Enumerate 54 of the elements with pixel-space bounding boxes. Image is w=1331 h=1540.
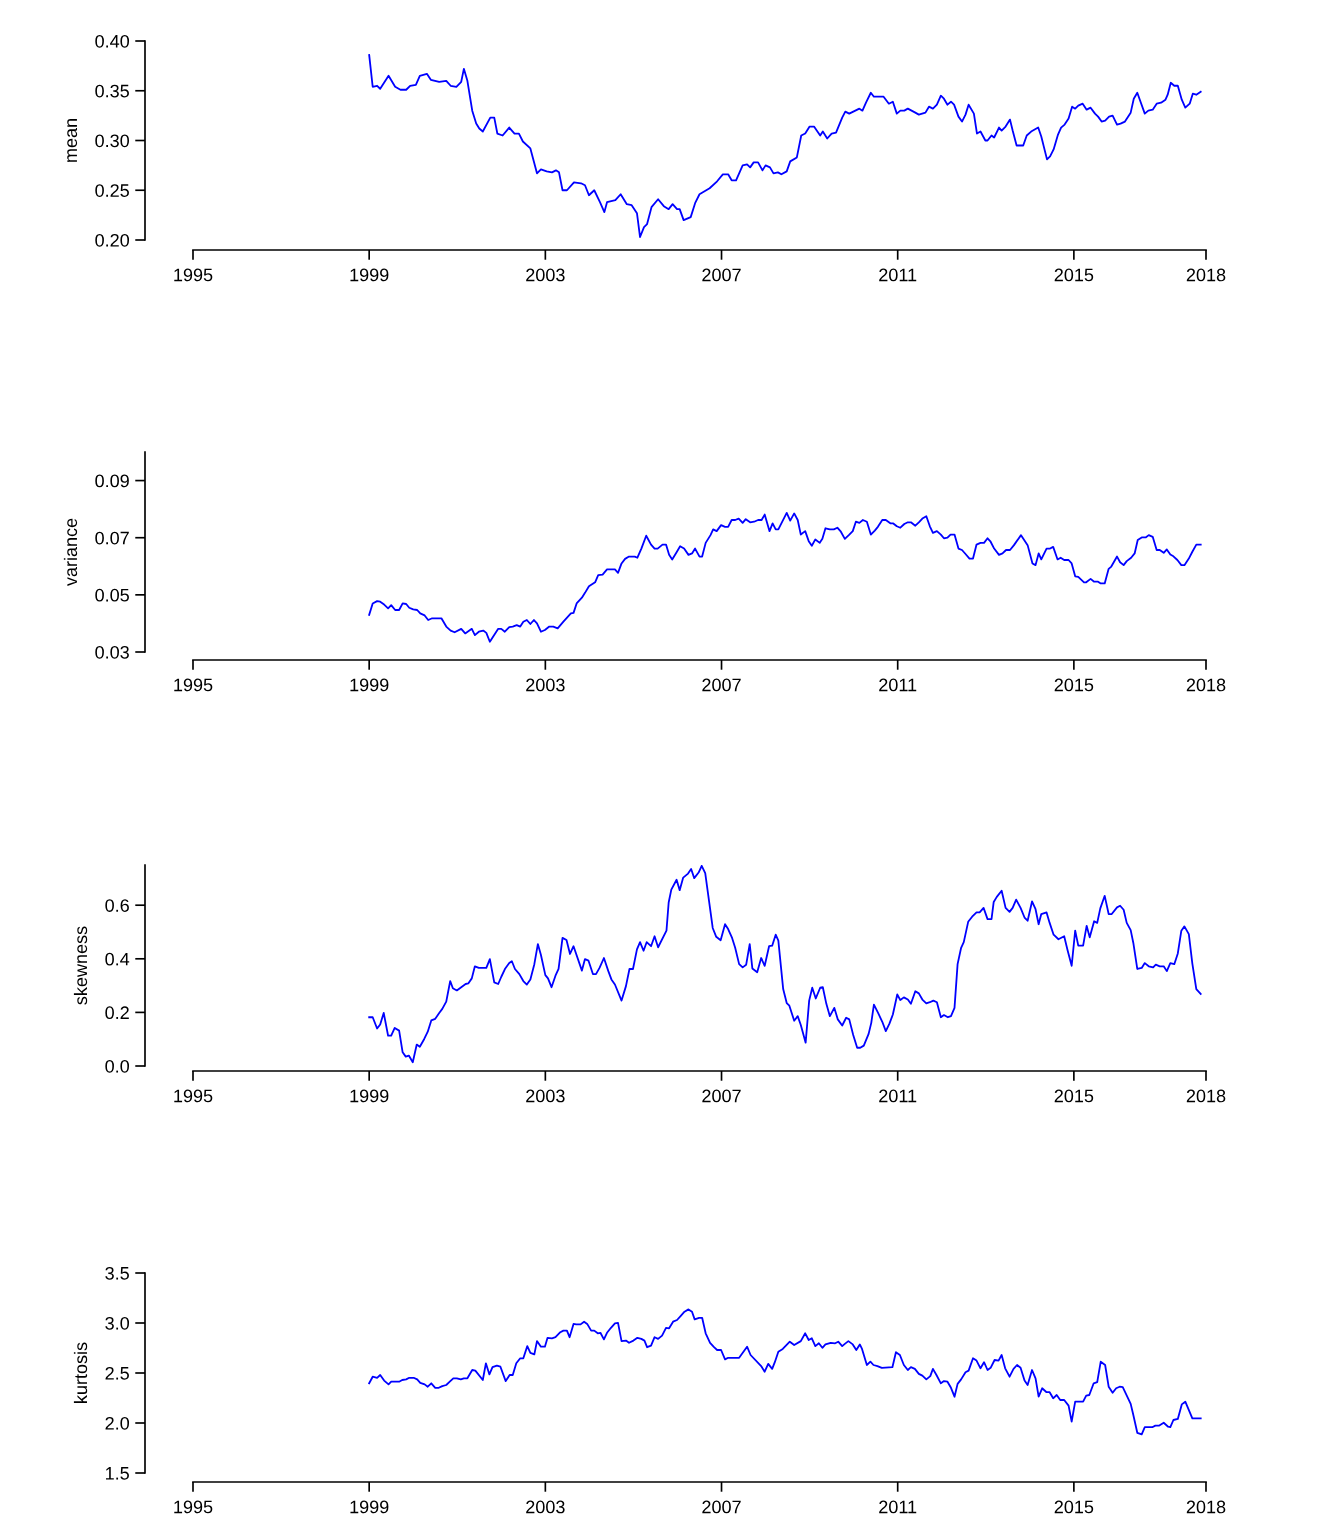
- y-tick-label: 0.30: [95, 134, 130, 148]
- x-tick-label: 1995: [174, 1089, 213, 1103]
- y-tick-label: 3.5: [105, 1266, 129, 1280]
- x-tick-label: 2018: [1186, 678, 1226, 692]
- x-tick-label: 2015: [1054, 1500, 1094, 1514]
- y-axis-title: variance: [63, 518, 78, 587]
- line-series: [368, 511, 1202, 643]
- line-series: [368, 54, 1202, 238]
- line-series: [368, 865, 1202, 1064]
- y-tick-label: 0.05: [95, 588, 129, 602]
- y-tick-label: 0.25: [95, 184, 129, 197]
- x-tick-label: 2011: [879, 268, 917, 282]
- y-tick-label: 0.2: [105, 1006, 129, 1020]
- y-axis-title: mean: [67, 119, 78, 162]
- x-tick-label: 2018: [1186, 1089, 1226, 1103]
- x-tick-label: 2018: [1186, 1500, 1226, 1514]
- x-tick-label: 2003: [526, 268, 565, 282]
- x-tick-label: 2003: [526, 1089, 565, 1103]
- y-tick-label: 0.6: [105, 899, 129, 912]
- x-tick-label: 1999: [350, 1089, 389, 1103]
- y-tick-label: 0.09: [95, 474, 129, 488]
- y-axis-title: kurtosis: [73, 1342, 88, 1403]
- x-tick-label: 2011: [879, 1089, 917, 1103]
- x-tick-label: 2007: [702, 678, 741, 692]
- y-tick-label: 1.5: [106, 1467, 129, 1480]
- x-tick-label: 1995: [174, 678, 213, 692]
- x-tick-label: 1999: [350, 678, 389, 692]
- y-tick-label: 0.40: [95, 34, 130, 48]
- line-series: [368, 1308, 1202, 1436]
- y-tick-label: 3.0: [105, 1316, 130, 1330]
- x-tick-label: 2007: [702, 268, 741, 282]
- x-tick-label: 1999: [350, 1500, 389, 1514]
- y-tick-label: 2.0: [105, 1416, 130, 1430]
- x-tick-label: 2003: [526, 678, 565, 692]
- y-tick-label: 0.4: [105, 952, 130, 966]
- x-tick-label: 1995: [174, 268, 213, 282]
- y-tick-label: 2.5: [105, 1366, 129, 1380]
- x-tick-label: 2007: [702, 1500, 741, 1514]
- x-tick-label: 2018: [1186, 268, 1226, 282]
- y-tick-label: 0.03: [95, 645, 129, 659]
- y-tick-label: 0.0: [105, 1059, 130, 1073]
- x-tick-label: 2011: [879, 1500, 917, 1514]
- x-tick-label: 1999: [350, 268, 389, 282]
- x-tick-label: 2007: [702, 1089, 741, 1103]
- x-tick-label: 2015: [1054, 1089, 1094, 1103]
- y-tick-label: 0.20: [95, 233, 130, 247]
- y-tick-label: 0.35: [95, 84, 129, 98]
- x-tick-label: 1995: [174, 1500, 213, 1514]
- x-tick-label: 2015: [1054, 678, 1094, 692]
- y-axis-title: skewness: [73, 926, 88, 1005]
- x-tick-label: 2015: [1054, 268, 1094, 282]
- x-tick-label: 2003: [526, 1500, 565, 1514]
- y-tick-label: 0.07: [95, 531, 129, 545]
- x-tick-label: 2011: [879, 678, 917, 692]
